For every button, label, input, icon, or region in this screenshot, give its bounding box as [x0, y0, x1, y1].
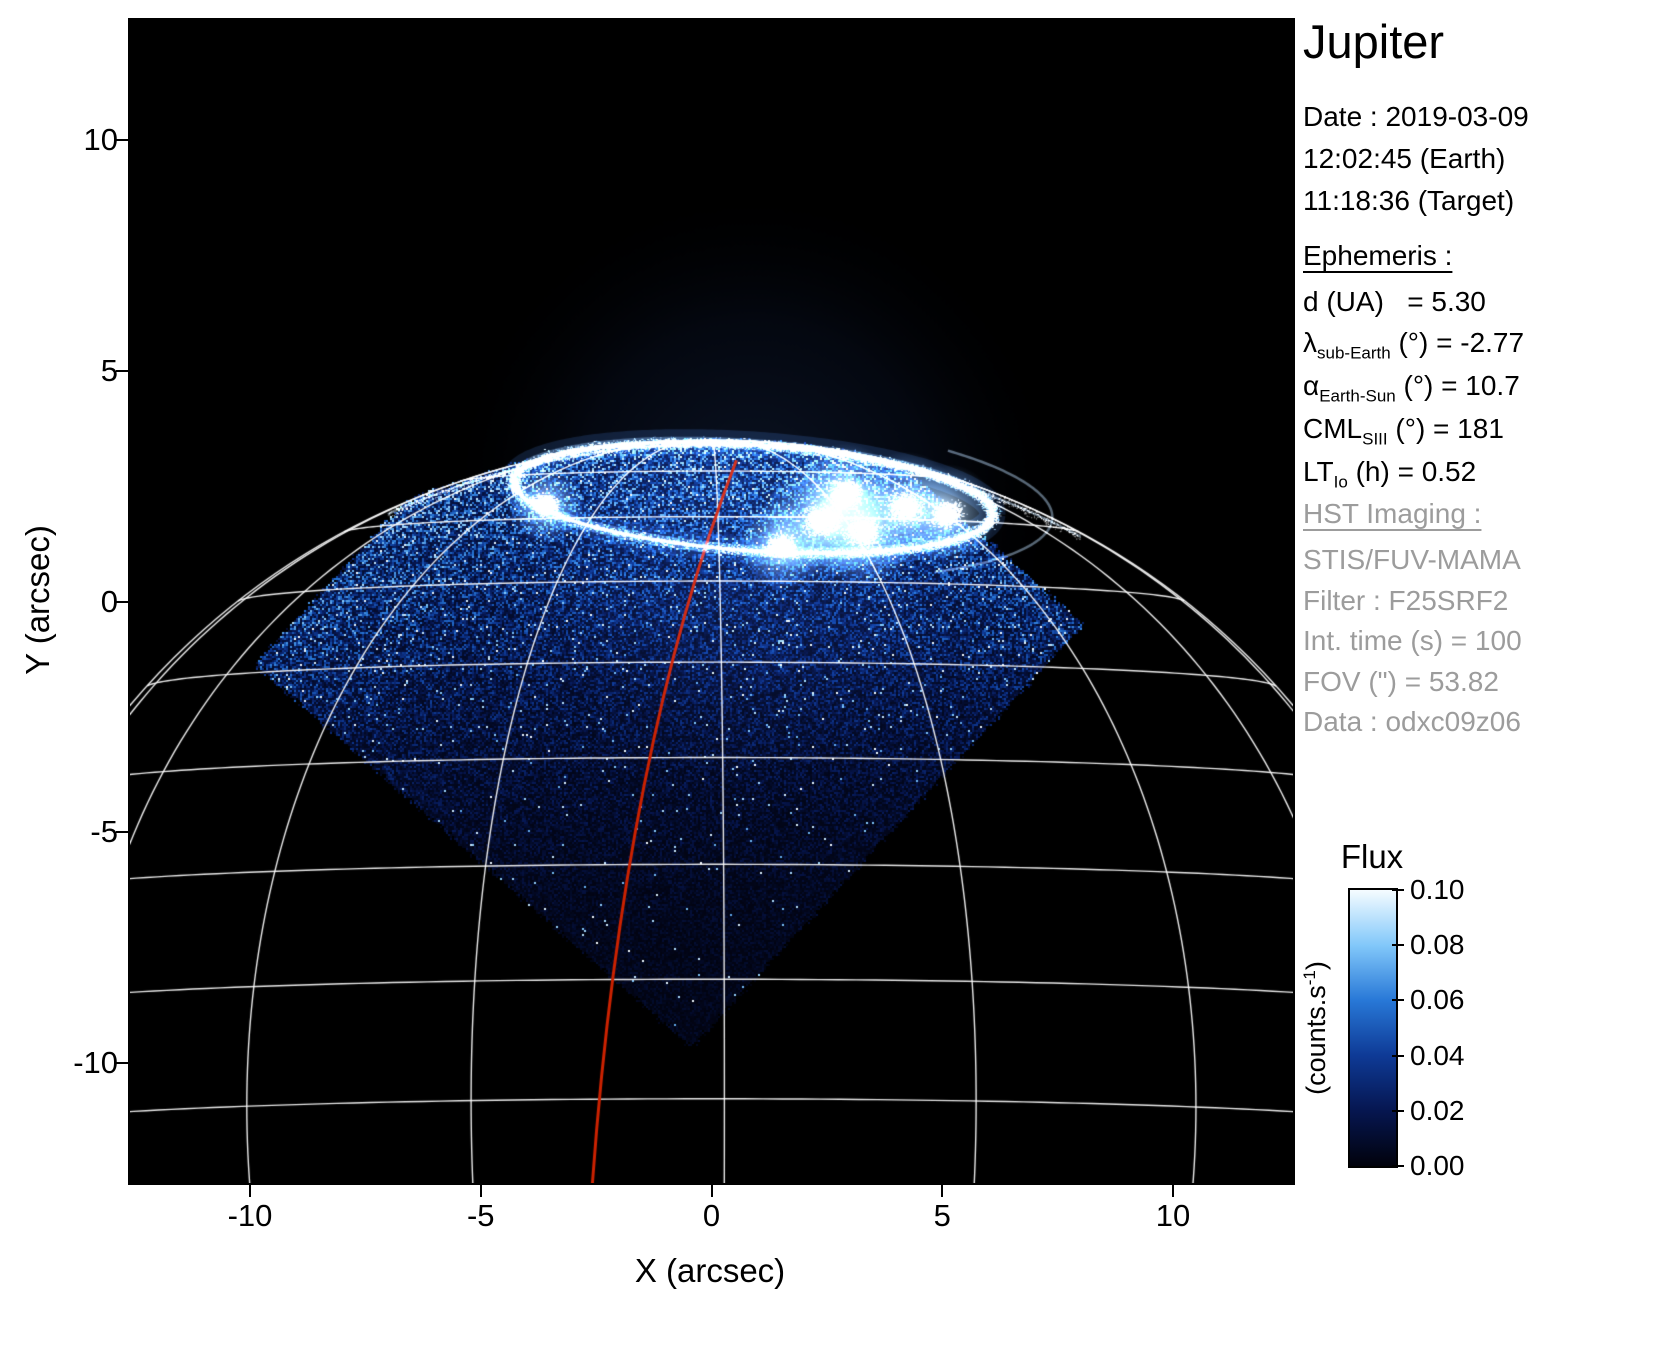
- y-tick-label: -10: [73, 1045, 118, 1081]
- ephemeris-value: = 5.30: [1384, 286, 1486, 317]
- hst-imaging-row: Filter : F25SRF2: [1303, 581, 1522, 622]
- ephemeris-heading: Ephemeris :: [1303, 240, 1452, 272]
- datetime-block: Date : 2019-03-09 12:02:45 (Earth) 11:18:3…: [1303, 96, 1529, 222]
- colorbar-tick-label: 0.08: [1410, 929, 1465, 961]
- ephemeris-row: αEarth-Sun (°) = 10.7: [1303, 366, 1524, 409]
- hst-imaging-row: Data : odxc09z06: [1303, 702, 1522, 743]
- hst-imaging-heading: HST Imaging :: [1303, 498, 1481, 530]
- colorbar-tick-label: 0.04: [1410, 1040, 1465, 1072]
- ephemeris-quantity: d (UA): [1303, 286, 1384, 317]
- x-tick-mark: [941, 1185, 943, 1197]
- ephemeris-subscript: sub-Earth: [1317, 343, 1391, 362]
- x-tick-mark: [480, 1185, 482, 1197]
- y-tick-label: 10: [84, 122, 118, 158]
- ephemeris-subscript: Earth-Sun: [1319, 386, 1396, 405]
- x-tick-label: -10: [228, 1198, 273, 1234]
- colorbar-tick-label: 0.06: [1410, 984, 1465, 1016]
- x-tick-label: 10: [1156, 1198, 1190, 1234]
- ephemeris-quantity: λ: [1303, 327, 1317, 358]
- plot-canvas: [130, 20, 1293, 1183]
- colorbar-tick-label: 0.02: [1410, 1095, 1465, 1127]
- ephemeris-row: d (UA) = 5.30: [1303, 282, 1524, 323]
- ephemeris-quantity: α: [1303, 370, 1319, 401]
- colorbar-unit-sup: -1: [1300, 970, 1319, 985]
- colorbar-tick-mark: [1392, 944, 1404, 946]
- y-axis-label: Y (arcsec): [19, 525, 57, 675]
- colorbar-tick-mark: [1392, 1110, 1404, 1112]
- y-tick-mark: [116, 370, 128, 372]
- ephemeris-quantity: CML: [1303, 413, 1362, 444]
- x-axis-label: X (arcsec): [635, 1252, 785, 1290]
- x-tick-mark: [711, 1185, 713, 1197]
- plot-frame: [128, 18, 1295, 1185]
- ephemeris-quantity: LT: [1303, 456, 1334, 487]
- ephemeris-row: λsub-Earth (°) = -2.77: [1303, 323, 1524, 366]
- y-tick-label: -5: [90, 814, 118, 850]
- y-tick-mark: [116, 601, 128, 603]
- hst-imaging-row: Int. time (s) = 100: [1303, 621, 1522, 662]
- figure-root: -10 -5 0 5 10 10 5 0 -5 -10 X (arcsec) Y (arcsec)…: [0, 0, 1676, 1367]
- colorbar-tick-mark: [1392, 999, 1404, 1001]
- y-tick-mark: [116, 831, 128, 833]
- colorbar-tick-label: 0.10: [1410, 874, 1465, 906]
- ephemeris-subscript: Io: [1334, 473, 1348, 492]
- datetime-line: 11:18:36 (Target): [1303, 180, 1529, 222]
- x-tick-mark: [249, 1185, 251, 1197]
- page-title: Jupiter: [1303, 14, 1444, 69]
- x-tick-mark: [1172, 1185, 1174, 1197]
- colorbar-tick-mark: [1392, 889, 1404, 891]
- hst-imaging-row: FOV (") = 53.82: [1303, 662, 1522, 703]
- colorbar-unit-label: (counts.s-1): [1300, 961, 1332, 1095]
- x-tick-label: -5: [467, 1198, 495, 1234]
- hst-imaging-rows: STIS/FUV-MAMA Filter : F25SRF2 Int. time (…: [1303, 540, 1522, 743]
- ephemeris-rows: d (UA) = 5.30 λsub-Earth (°) = -2.77 αEart…: [1303, 282, 1524, 496]
- ephemeris-value: (°) = 181: [1388, 413, 1504, 444]
- datetime-line: 12:02:45 (Earth): [1303, 138, 1529, 180]
- hst-imaging-row: STIS/FUV-MAMA: [1303, 540, 1522, 581]
- ephemeris-value: (°) = 10.7: [1396, 370, 1520, 401]
- x-tick-label: 0: [703, 1198, 720, 1234]
- ephemeris-row: CMLSIII (°) = 181: [1303, 409, 1524, 452]
- ephemeris-value: (h) = 0.52: [1348, 456, 1476, 487]
- colorbar-tick-mark: [1392, 1055, 1404, 1057]
- ephemeris-value: (°) = -2.77: [1391, 327, 1524, 358]
- y-tick-mark: [116, 139, 128, 141]
- y-tick-mark: [116, 1062, 128, 1064]
- x-tick-label: 5: [934, 1198, 951, 1234]
- colorbar-unit-post: ): [1301, 961, 1331, 970]
- colorbar-unit-pre: (counts.s: [1301, 985, 1331, 1095]
- datetime-line: Date : 2019-03-09: [1303, 96, 1529, 138]
- ephemeris-subscript: SIII: [1362, 430, 1388, 449]
- ephemeris-row: LTIo (h) = 0.52: [1303, 452, 1524, 495]
- colorbar-tick-mark: [1392, 1165, 1404, 1167]
- colorbar-title: Flux: [1341, 838, 1403, 876]
- flux-colorbar: [1348, 888, 1398, 1168]
- colorbar-tick-label: 0.00: [1410, 1150, 1465, 1182]
